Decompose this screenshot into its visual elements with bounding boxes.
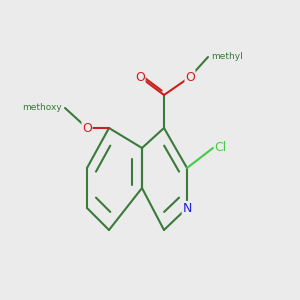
Text: O: O bbox=[185, 70, 195, 83]
Text: O: O bbox=[135, 70, 145, 83]
Text: methoxy: methoxy bbox=[22, 103, 62, 112]
Text: methyl: methyl bbox=[211, 52, 243, 62]
Text: O: O bbox=[82, 122, 92, 134]
Text: N: N bbox=[182, 202, 192, 214]
Text: Cl: Cl bbox=[214, 142, 227, 154]
